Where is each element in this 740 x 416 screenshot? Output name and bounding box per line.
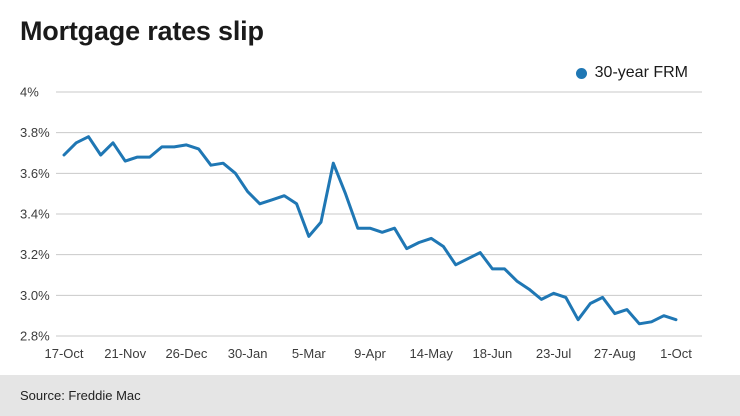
y-axis-tick-label: 3.8% xyxy=(20,125,50,140)
x-axis-tick-label: 18-Jun xyxy=(473,346,513,361)
line-chart: 4% 3.8% 3.6% 3.4% 3.2% 3.0% 2.8% 17-Oct 21-Nov 26… xyxy=(20,85,702,361)
x-axis-tick-label: 1-Oct xyxy=(660,346,692,361)
legend: 30-year FRM xyxy=(575,64,688,82)
x-axis-tick-label: 21-Nov xyxy=(104,346,146,361)
page-title: Mortgage rates slip xyxy=(20,16,264,46)
x-axis-tick-label: 14-May xyxy=(410,346,454,361)
x-axis-tick-label: 27-Aug xyxy=(594,346,636,361)
x-axis-tick-label: 26-Dec xyxy=(165,346,207,361)
x-axis-tick-label: 23-Jul xyxy=(536,346,572,361)
x-axis-tick-label: 17-Oct xyxy=(44,346,83,361)
y-axis-tick-label: 3.2% xyxy=(20,247,50,262)
x-axis-tick-label: 9-Apr xyxy=(354,346,386,361)
legend-dot-icon xyxy=(575,67,587,79)
series-line-30-year-frm xyxy=(62,135,678,326)
y-axis-tick-label: 2.8% xyxy=(20,329,50,344)
x-axis-tick-label: 30-Jan xyxy=(228,346,268,361)
y-axis-tick-label: 4% xyxy=(20,85,39,100)
y-axis-tick-label: 3.6% xyxy=(20,166,50,181)
source-note: Source: Freddie Mac xyxy=(0,375,740,416)
x-axis-tick-label: 5-Mar xyxy=(292,346,327,361)
y-axis-tick-label: 3.0% xyxy=(20,288,50,303)
y-axis-tick-label: 3.4% xyxy=(20,207,50,222)
legend-label: 30-year FRM xyxy=(594,64,688,81)
